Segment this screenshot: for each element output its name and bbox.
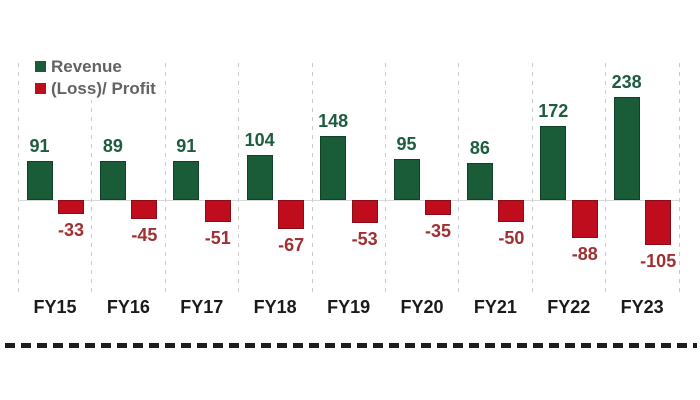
revenue-bar [26, 160, 53, 200]
loss-value-label: -33 [57, 220, 84, 241]
gridline [164, 63, 167, 295]
revenue-bar [466, 162, 493, 200]
revenue-bar [613, 96, 640, 200]
loss-value-label: -53 [351, 228, 378, 249]
gridline [678, 63, 681, 295]
loss-value-label: -50 [498, 227, 525, 248]
bottom-dashed-rule [5, 343, 697, 348]
revenue-bar [99, 161, 126, 200]
loss-bar [204, 200, 231, 223]
legend-label-loss-profit: (Loss)/ Profit [51, 79, 156, 98]
revenue-bar [540, 125, 567, 200]
loss-bar [58, 200, 84, 215]
loss-value-label: -45 [131, 225, 158, 246]
revenue-value-label: 91 [29, 135, 50, 156]
x-axis-label: FY19 [327, 297, 371, 317]
zero-baseline [18, 200, 679, 201]
revenue-bar [320, 135, 347, 200]
gridline [238, 63, 241, 295]
revenue-swatch-icon [35, 61, 46, 72]
loss-value-label: -105 [640, 251, 677, 272]
loss-value-label: -51 [204, 228, 231, 249]
legend-item-revenue: Revenue [35, 57, 156, 76]
x-axis-label: FY15 [33, 297, 77, 317]
gridline [531, 63, 534, 295]
gridline [385, 63, 387, 295]
revenue-value-label: 91 [176, 135, 197, 156]
revenue-value-label: 86 [469, 137, 490, 158]
loss-bar [498, 200, 525, 222]
loss-bar [278, 200, 305, 229]
x-axis-label: FY23 [620, 297, 664, 317]
loss-profit-swatch-icon [35, 83, 46, 94]
x-axis-label: FY21 [473, 297, 517, 317]
revenue-bar [173, 160, 200, 200]
revenue-bar [393, 158, 420, 200]
gridline [18, 63, 20, 295]
loss-bar [571, 200, 598, 239]
loss-bar [131, 200, 158, 220]
revenue-value-label: 95 [396, 133, 417, 154]
legend-label-revenue: Revenue [51, 57, 122, 76]
gridline [311, 63, 314, 295]
legend-item-loss-profit: (Loss)/ Profit [35, 79, 156, 98]
revenue-value-label: 104 [244, 129, 275, 150]
loss-bar [351, 200, 378, 223]
revenue-bar [246, 154, 273, 200]
x-axis-label: FY16 [106, 297, 150, 317]
loss-value-label: -88 [571, 244, 598, 265]
loss-value-label: -35 [424, 221, 451, 242]
gridline [91, 63, 94, 295]
revenue-value-label: 148 [318, 110, 349, 131]
revenue-value-label: 89 [102, 136, 123, 157]
loss-value-label: -67 [278, 235, 305, 255]
revenue-value-label: 238 [611, 71, 642, 92]
x-axis-label: FY22 [547, 297, 591, 317]
gridline [605, 63, 608, 295]
x-axis-label: FY17 [180, 297, 224, 317]
x-axis-label: FY20 [400, 297, 444, 317]
legend: Revenue (Loss)/ Profit [33, 55, 162, 100]
revenue-value-label: 172 [538, 100, 569, 121]
x-axis-label: FY18 [253, 297, 297, 317]
loss-bar [425, 200, 451, 216]
gridline [458, 63, 461, 295]
loss-bar [645, 200, 672, 246]
